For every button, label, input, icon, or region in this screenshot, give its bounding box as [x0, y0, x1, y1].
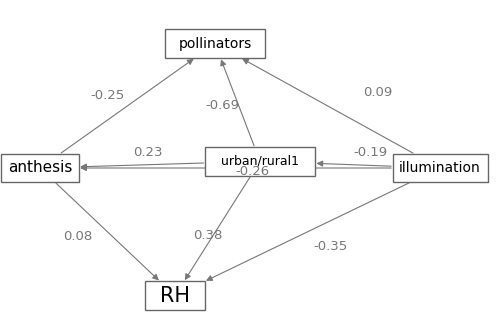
Text: anthesis: anthesis [8, 161, 72, 175]
Text: 0.38: 0.38 [193, 229, 222, 242]
Text: RH: RH [160, 286, 190, 306]
Text: illumination: illumination [399, 161, 481, 175]
Text: -0.26: -0.26 [236, 165, 270, 178]
FancyBboxPatch shape [392, 154, 488, 182]
Text: 0.08: 0.08 [63, 230, 92, 243]
Text: 0.09: 0.09 [363, 86, 392, 99]
FancyBboxPatch shape [205, 147, 315, 175]
Text: 0.23: 0.23 [133, 146, 162, 159]
FancyBboxPatch shape [2, 154, 79, 182]
Text: -0.35: -0.35 [313, 241, 347, 253]
FancyBboxPatch shape [165, 30, 265, 58]
Text: -0.19: -0.19 [353, 146, 387, 159]
FancyBboxPatch shape [145, 282, 205, 310]
Text: -0.25: -0.25 [90, 89, 124, 102]
Text: pollinators: pollinators [178, 37, 252, 51]
Text: urban/rural1: urban/rural1 [221, 155, 299, 168]
Text: -0.69: -0.69 [206, 99, 240, 112]
